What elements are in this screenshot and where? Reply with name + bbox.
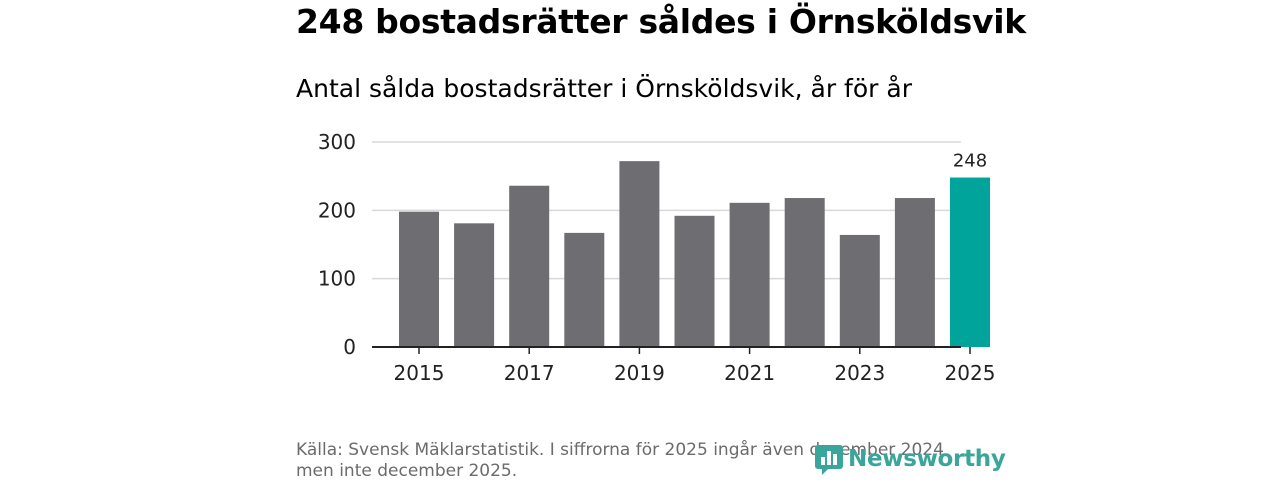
y-tick-label-300: 300 (318, 130, 356, 154)
chart-subtitle: Antal sålda bostadsrätter i Örnsköldsvik… (296, 74, 912, 103)
bar-2015 (399, 211, 439, 347)
x-tick-label-2023: 2023 (834, 361, 885, 385)
bar-2023 (839, 234, 880, 347)
bar-2017 (509, 185, 550, 347)
bar-2022 (784, 198, 825, 347)
y-tick-label-0: 0 (343, 335, 356, 359)
source-note: Källa: Svensk Mäklarstatistik. I siffror… (296, 440, 944, 481)
bar-chart: 0 100 200 300 248 2015 2017 2019 2021 2023 2025 (318, 130, 996, 385)
bar-2019 (619, 161, 660, 347)
x-tick-label-2021: 2021 (724, 361, 775, 385)
y-tick-label-100: 100 (318, 267, 356, 291)
newsworthy-logo-icon (815, 445, 843, 475)
bar-2018 (564, 232, 605, 347)
x-tick-label-2015: 2015 (394, 361, 445, 385)
bar-2020 (674, 215, 715, 347)
bar-2025 (950, 177, 990, 347)
x-tick-label-2019: 2019 (614, 361, 665, 385)
brand-logo: Newsworthy (814, 442, 1006, 476)
bar-2024 (894, 198, 935, 347)
bar-2021 (729, 202, 770, 347)
brand-name: Newsworthy (848, 446, 1006, 472)
bar-2016 (454, 223, 495, 347)
data-label-2025: 248 (953, 151, 987, 172)
x-tick-label-2025: 2025 (945, 361, 996, 385)
y-tick-label-200: 200 (318, 198, 356, 222)
x-tick-label-2017: 2017 (504, 361, 555, 385)
headline: 248 bostadsrätter såldes i Örnsköldsvik (296, 2, 1026, 41)
